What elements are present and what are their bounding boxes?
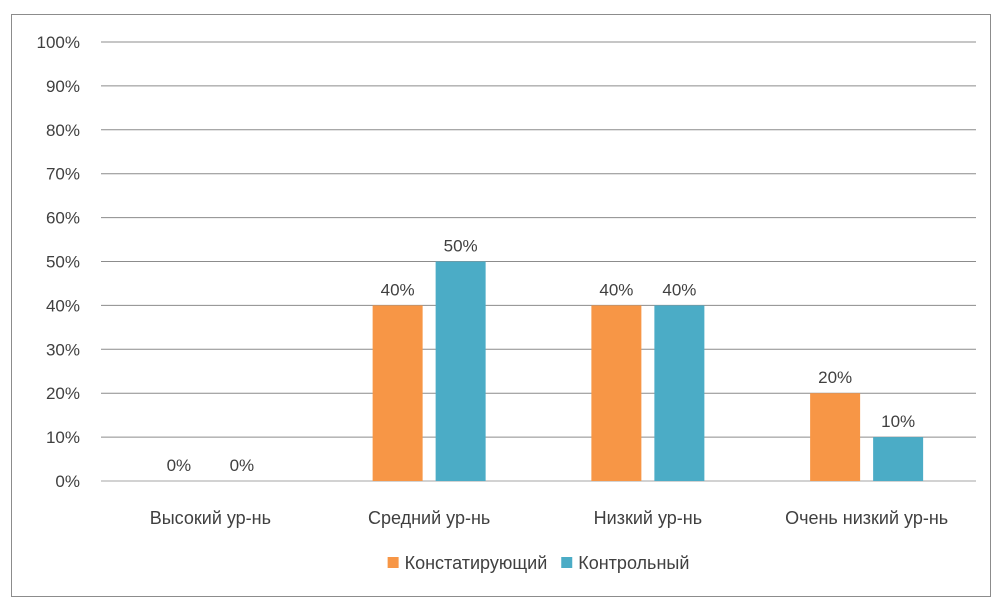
x-category-label: Средний ур-нь (368, 508, 490, 528)
data-label: 20% (818, 368, 852, 387)
bar (435, 261, 486, 481)
data-label: 0% (167, 456, 192, 475)
y-tick-label: 10% (46, 428, 80, 447)
y-tick-label: 40% (46, 296, 80, 315)
legend: Констатирующий Контрольный (387, 553, 689, 573)
data-labels: 0% 0% 40% 50% 40% 40% 20% 10% (167, 237, 916, 476)
y-tick-label: 80% (46, 121, 80, 140)
legend-swatch (561, 557, 573, 568)
data-label: 40% (662, 280, 696, 299)
bar (591, 305, 642, 481)
y-tick-label: 0% (55, 472, 80, 491)
y-tick-label: 20% (46, 384, 80, 403)
x-category-label: Низкий ур-нь (594, 508, 702, 528)
legend-swatch (387, 557, 399, 568)
data-label: 50% (444, 237, 478, 256)
data-label: 40% (599, 280, 633, 299)
legend-item: Констатирующий (387, 553, 548, 573)
bar (873, 437, 924, 481)
y-tick-label: 60% (46, 209, 80, 228)
legend-item: Контрольный (561, 553, 689, 573)
data-label: 10% (881, 412, 915, 431)
bar (810, 393, 861, 481)
data-label: 40% (381, 280, 415, 299)
y-tick-label: 90% (46, 77, 80, 96)
legend-label: Констатирующий (405, 553, 548, 573)
bars (372, 261, 924, 481)
bar (372, 305, 423, 481)
data-label: 0% (230, 456, 255, 475)
y-tick-label: 70% (46, 165, 80, 184)
y-axis: 0% 10% 20% 30% 40% 50% 60% 70% 80% 90% 100% (37, 33, 80, 491)
bar (654, 305, 705, 481)
x-category-label: Высокий ур-нь (150, 508, 271, 528)
y-tick-label: 100% (37, 33, 80, 52)
x-category-label: Очень низкий ур-нь (785, 508, 948, 528)
x-axis: Высокий ур-нь Средний ур-нь Низкий ур-нь Оч… (150, 508, 948, 528)
legend-label: Контрольный (578, 553, 689, 573)
y-tick-label: 30% (46, 340, 80, 359)
y-tick-label: 50% (46, 253, 80, 272)
